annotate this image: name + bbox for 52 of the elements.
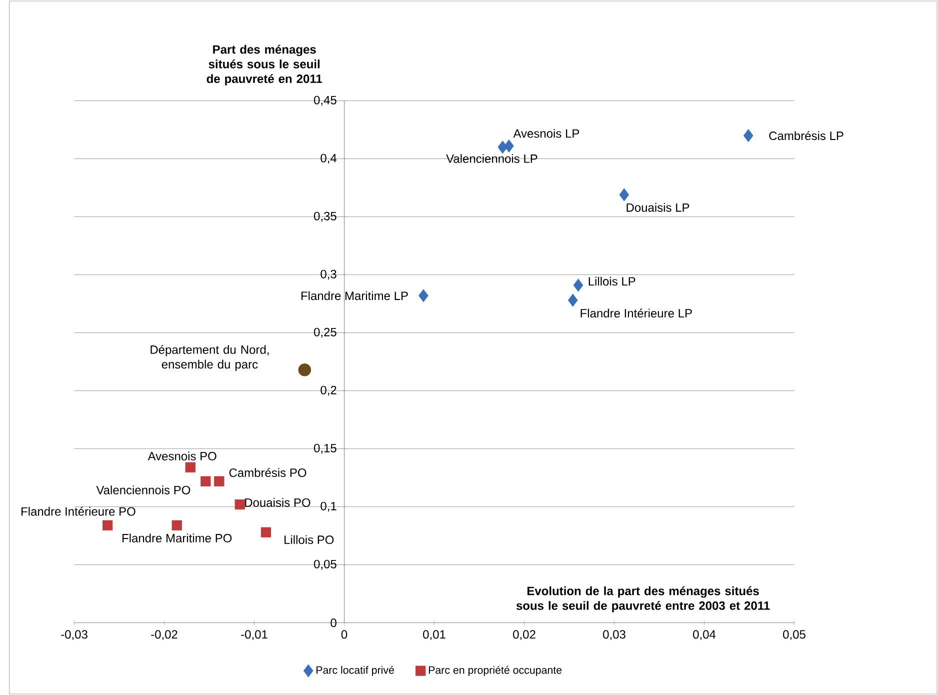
- x-tick-label: 0,01: [423, 630, 446, 640]
- legend-label: Parc en propriété occupante: [428, 666, 562, 676]
- x-tick-label: -0,02: [151, 630, 178, 640]
- point: [743, 129, 754, 142]
- annotation: Flandre Maritime LP: [301, 291, 408, 300]
- y-tick-label: 0,3: [320, 270, 336, 280]
- y-tick-label: 0: [330, 618, 336, 628]
- annotation: Avesnois LP: [513, 128, 580, 138]
- annotation: Flandre Intérieure LP: [580, 308, 692, 318]
- legend-label: Parc locatif privé: [316, 666, 394, 676]
- y-tick-label: 0,25: [314, 328, 336, 338]
- point: [200, 476, 211, 486]
- point: [234, 499, 245, 510]
- point: [102, 520, 113, 530]
- annotation: Lillois PO: [284, 535, 334, 544]
- point: [260, 527, 272, 538]
- x-tick-label: 0: [341, 630, 348, 639]
- y-axis-title: Part des ménages situés sous le seuil de pauvreté en 2011: [206, 44, 322, 86]
- point: [172, 520, 182, 530]
- point: [498, 140, 508, 154]
- y-tick-label: 0,2: [320, 386, 336, 396]
- annotation: Avesnois PO: [148, 452, 216, 460]
- point: [418, 289, 428, 302]
- point: [214, 476, 224, 486]
- x-tick-label: 0,03: [603, 630, 626, 640]
- point: [573, 278, 584, 292]
- annotation: Cambrésis LP: [769, 131, 844, 140]
- x-tick-label: -0,03: [61, 630, 88, 640]
- point: [568, 294, 578, 307]
- point: [619, 188, 630, 202]
- y-tick-label: 0,45: [314, 96, 336, 106]
- annotation: Douaisis LP: [626, 203, 690, 212]
- y-tick-label: 0,05: [314, 560, 336, 570]
- annotation: Cambrésis PO: [229, 468, 306, 477]
- annotation: Flandre Maritime PO: [122, 534, 232, 542]
- annotation: Valenciennois LP: [446, 154, 538, 163]
- y-tick-label: 0,35: [314, 212, 336, 222]
- point: [298, 363, 312, 376]
- annotation: Flandre Intérieure PO: [22, 506, 136, 516]
- x-axis-title: Evolution de la part des ménages situés sous le seuil de pauvreté entre 2003 et 2011: [516, 586, 770, 612]
- x-tick-label: 0,02: [513, 630, 536, 640]
- annotation: Lillois LP: [588, 276, 636, 286]
- annotation: Valenciennois PO: [96, 486, 190, 494]
- x-tick-label: -0,01: [241, 630, 268, 640]
- annotation: Département du Nord, ensemble du parc: [150, 344, 269, 371]
- point: [185, 462, 196, 472]
- y-tick-label: 0,4: [320, 154, 337, 164]
- y-tick-label: 0,1: [320, 502, 336, 512]
- x-tick-label: 0,04: [693, 630, 716, 640]
- annotation: Douaisis PO: [245, 498, 310, 507]
- x-tick-label: 0,05: [783, 630, 806, 640]
- y-tick-label: 0,15: [314, 444, 336, 454]
